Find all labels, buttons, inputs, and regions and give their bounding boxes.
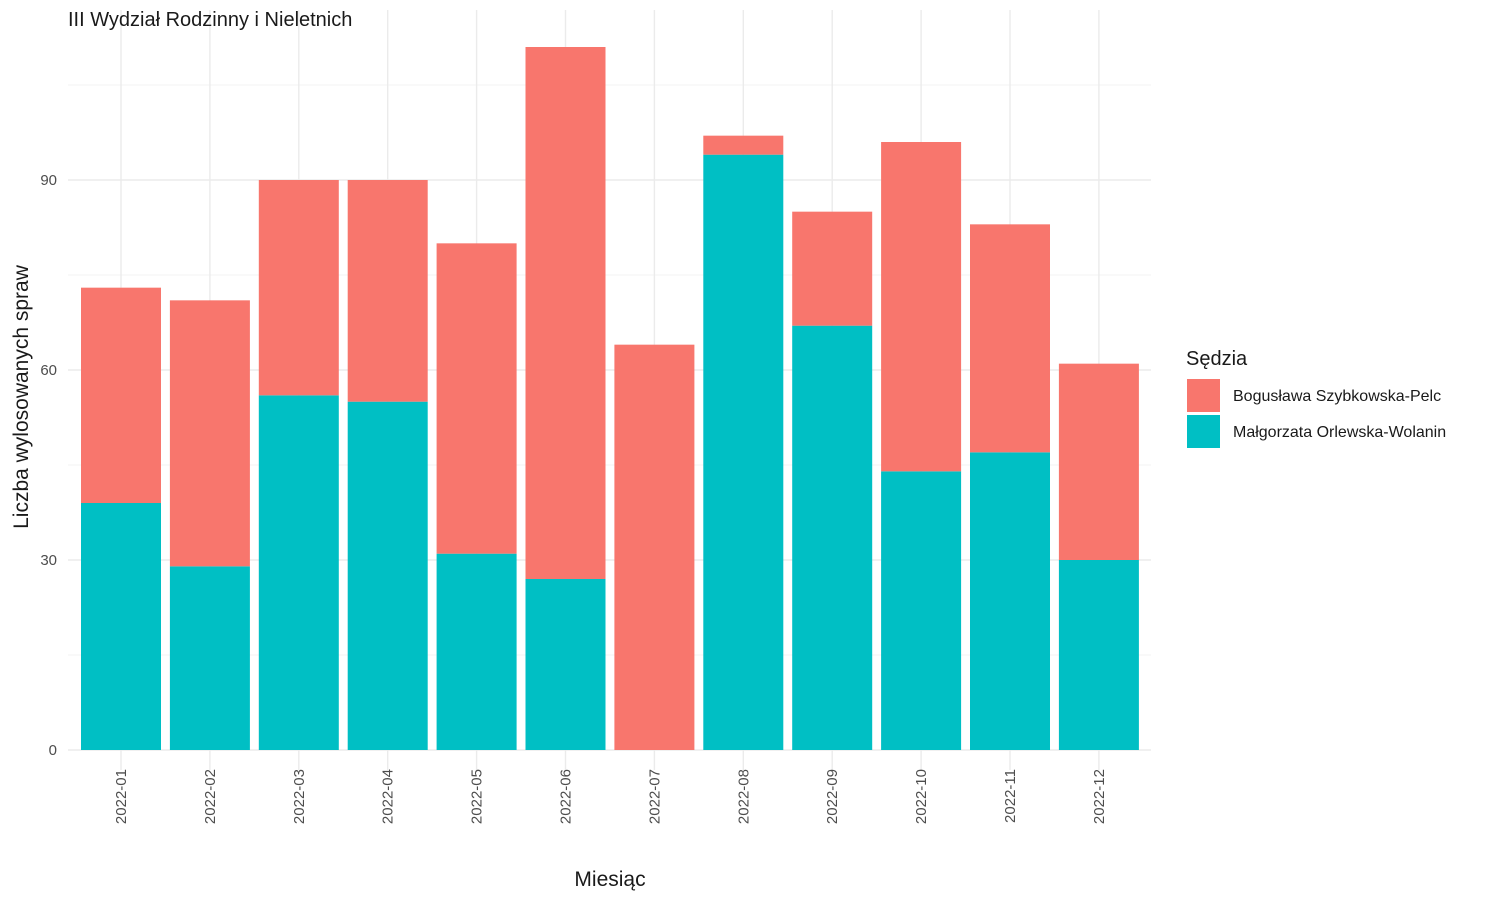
legend-swatch [1187,415,1220,448]
bar-segment [81,503,161,750]
legend-title: Sędzia [1186,348,1248,370]
x-tick-label: 2022-03 [291,769,308,824]
x-tick-label: 2022-10 [913,769,930,824]
y-tick-label: 90 [40,172,57,189]
bar-segment [703,135,784,155]
x-tick-label: 2022-08 [735,769,752,824]
x-tick-label: 2022-06 [558,769,575,824]
bar-segment [169,566,250,750]
bar-segment [970,452,1050,750]
series-bottom [81,154,1139,750]
x-tick-label: 2022-07 [646,769,663,824]
bar-segment [792,211,873,326]
bar-segment [792,325,873,750]
bar-segment [970,224,1050,453]
bar-segment [258,180,339,396]
bar-segment [436,553,517,750]
legend-label: Bogusława Szybkowska-Pelc [1233,388,1441,405]
bar-layer [81,47,1139,750]
y-tick-label: 30 [40,552,57,569]
legend-swatch [1187,379,1220,412]
bar-segment [258,395,339,750]
chart-title: III Wydział Rodzinny i Nieletnich [68,9,352,31]
bar-segment [881,142,962,472]
y-axis-title: Liczba wylosowanych spraw [10,264,33,529]
bar-segment [169,300,250,567]
x-tick-label: 2022-01 [113,769,130,824]
y-tick-label: 0 [49,742,57,759]
x-tick-label: 2022-12 [1091,769,1108,824]
y-tick-label: 60 [40,362,57,379]
x-axis-title: Miesiąc [574,868,645,891]
legend: Sędzia Bogusława Szybkowska-Pelc Małgorza… [1186,348,1446,448]
bar-segment [347,401,428,750]
legend-label: Małgorzata Orlewska-Wolanin [1233,424,1446,441]
bar-segment [81,287,161,503]
bar-segment [703,154,784,750]
bar-segment [525,47,606,579]
x-tick-label: 2022-05 [469,769,486,824]
bar-segment [525,579,606,750]
bar-segment [347,180,428,402]
series-top [81,47,1139,750]
bar-segment [614,344,695,750]
bar-segment [1058,560,1139,750]
x-tick-label: 2022-11 [1002,769,1019,823]
legend-items: Bogusława Szybkowska-Pelc Małgorzata Orle… [1187,379,1446,448]
bar-segment [436,243,517,554]
bar-segment [881,471,962,750]
tick-layer: 0 30 60 90 2022-01 2022-02 2022-03 2022-04 2022-… [40,172,1108,824]
x-tick-label: 2022-02 [202,769,219,824]
bar-segment [1058,363,1139,560]
x-tick-label: 2022-04 [380,769,397,824]
x-tick-label: 2022-09 [824,769,841,824]
